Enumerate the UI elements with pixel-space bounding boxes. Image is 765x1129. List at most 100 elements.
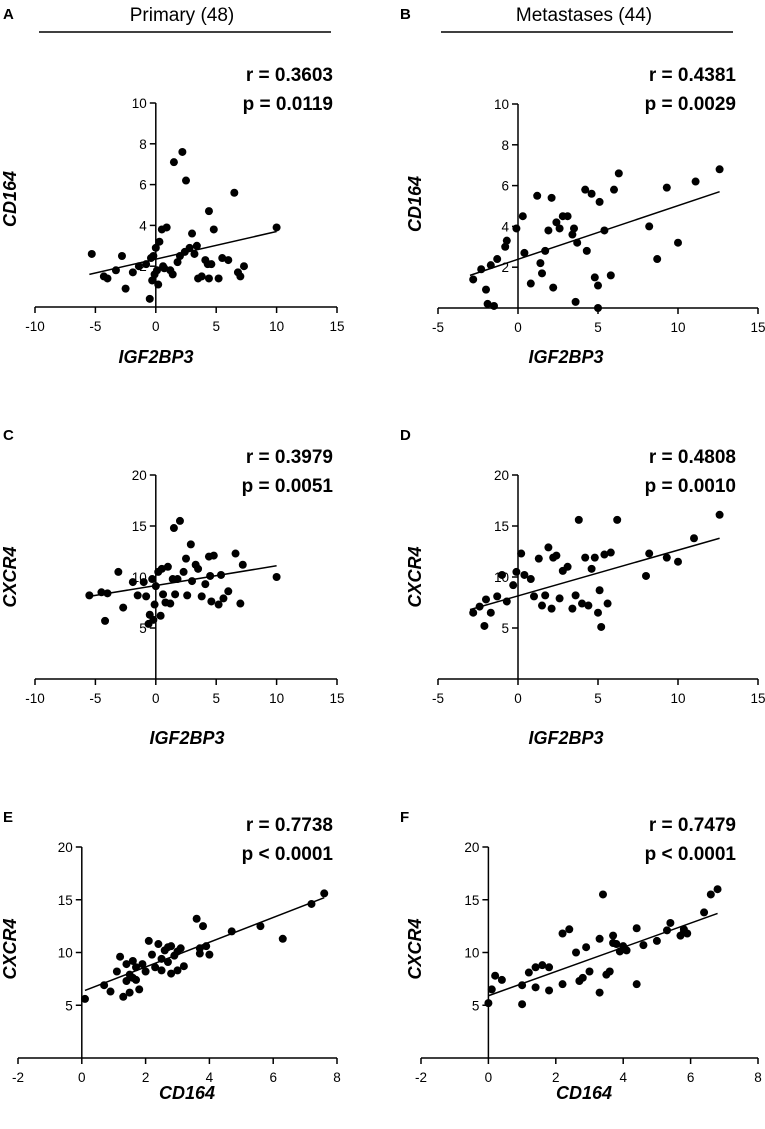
data-point [179, 962, 188, 971]
data-point [194, 564, 203, 573]
data-point [563, 212, 572, 221]
data-point [142, 592, 151, 601]
data-point [590, 553, 599, 562]
x-axis-label-d: IGF2BP3 [528, 728, 603, 748]
data-point [209, 551, 218, 560]
data-point [182, 554, 190, 563]
data-point [114, 567, 123, 576]
x-axis-label-e: CD164 [159, 1083, 215, 1103]
data-point [230, 188, 239, 197]
p-value-f: p < 0.0001 [645, 844, 737, 865]
y-tick-label: 4 [139, 218, 147, 233]
x-axis-label-b: IGF2BP3 [528, 347, 603, 367]
data-point [183, 591, 192, 600]
data-point [597, 622, 606, 631]
data-point [173, 258, 182, 267]
data-point [195, 949, 204, 958]
y-tick-label: 15 [464, 893, 479, 908]
data-point [713, 885, 722, 894]
data-point [683, 929, 692, 938]
data-point [167, 942, 176, 951]
data-point [606, 548, 615, 557]
data-point [517, 549, 526, 558]
y-axis-label-c: CXCR4 [0, 546, 20, 607]
data-point [134, 262, 143, 271]
panel-letter-d: D [400, 427, 411, 444]
data-point [185, 243, 194, 252]
data-point [533, 191, 542, 200]
data-point [157, 564, 166, 573]
y-tick-label: 15 [132, 519, 147, 534]
data-point [206, 571, 215, 580]
data-point [207, 260, 216, 269]
data-point [197, 592, 206, 601]
data-point [128, 578, 137, 587]
data-point [571, 297, 580, 306]
data-point [188, 229, 197, 238]
data-point [666, 918, 675, 927]
y-tick-label: 15 [494, 519, 509, 534]
data-point [199, 922, 208, 931]
panel-a: Ar = 0.3603 p = 0.0119 -10 -5 0 5 10 15 2 4 6 8 10 IG… [0, 6, 345, 367]
x-tick-label: 15 [329, 691, 344, 706]
data-point [138, 960, 147, 969]
data-point [531, 963, 540, 972]
data-point [491, 971, 500, 980]
data-point [674, 238, 682, 247]
data-point [541, 246, 550, 255]
data-point [706, 890, 715, 899]
y-axis-label-a: CD164 [0, 171, 20, 227]
data-point [151, 963, 160, 972]
data-point [256, 922, 265, 931]
data-point [178, 147, 187, 156]
x-tick-label: 0 [514, 320, 522, 335]
y-axis-label-b: CD164 [405, 176, 425, 232]
data-point [547, 193, 556, 202]
data-point [674, 557, 682, 566]
r-value-b: r = 0.4381 [649, 65, 737, 86]
data-point [544, 543, 553, 552]
data-point [545, 986, 554, 995]
data-point [186, 540, 195, 549]
data-point [116, 952, 125, 961]
data-point [149, 615, 158, 624]
x-tick-label: 5 [594, 320, 602, 335]
data-point [595, 988, 604, 997]
data-point [469, 275, 478, 284]
data-point [549, 283, 558, 292]
data-point [700, 908, 709, 917]
x-tick-label: -5 [89, 691, 101, 706]
data-point [128, 268, 137, 277]
data-point [103, 589, 112, 598]
data-point [578, 973, 587, 982]
data-point [219, 594, 228, 603]
data-point [231, 549, 240, 558]
x-tick-label: -2 [415, 1070, 427, 1085]
panel-b: Br = 0.4381 p = 0.0029 -5 0 5 10 15 2 4 6 8 10 IGF2B… [400, 6, 765, 367]
data-point [224, 587, 233, 596]
x-tick-label: 6 [269, 1070, 277, 1085]
data-point [632, 924, 641, 933]
data-point [153, 266, 162, 275]
x-tick-label: 15 [329, 319, 344, 334]
x-tick-label: 5 [212, 691, 220, 706]
data-point [512, 567, 521, 576]
data-point [555, 224, 564, 233]
data-point [536, 259, 545, 268]
data-point [594, 608, 602, 617]
data-point [645, 222, 654, 231]
data-point [598, 890, 607, 899]
data-point [154, 280, 163, 289]
data-point [558, 980, 567, 989]
data-point [214, 600, 223, 609]
data-point [534, 554, 543, 563]
y-tick-label: 5 [139, 621, 147, 636]
data-point [531, 983, 540, 992]
y-tick-label: 5 [472, 998, 480, 1013]
y-tick-label: 20 [464, 840, 479, 855]
data-point [487, 985, 496, 994]
y-tick-label: 10 [58, 946, 73, 961]
data-point [555, 594, 564, 603]
data-point [493, 255, 502, 264]
